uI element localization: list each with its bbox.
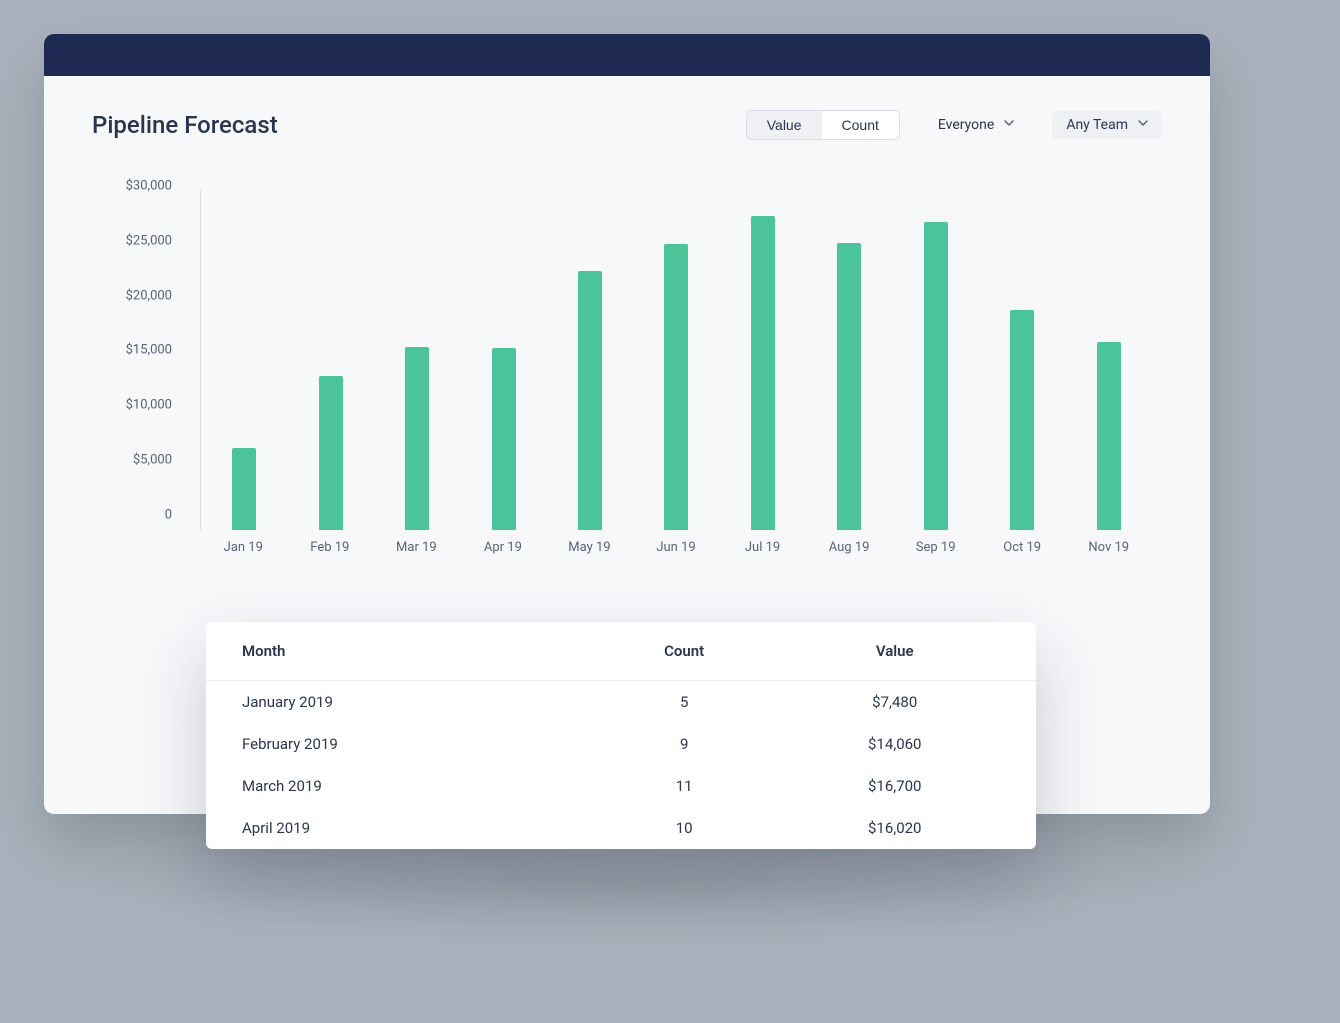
x-tick-label: Sep 19 <box>892 530 979 555</box>
y-tick-label: $5,000 <box>133 453 172 468</box>
bar-slot <box>1066 190 1152 530</box>
chevron-down-icon <box>1138 120 1148 130</box>
chart-bar[interactable] <box>664 244 688 530</box>
cell-month: March 2019 <box>242 777 579 795</box>
cell-value: $16,020 <box>789 819 1000 837</box>
people-filter-label: Everyone <box>938 117 994 133</box>
x-tick-label: Feb 19 <box>287 530 374 555</box>
cell-count: 5 <box>579 693 790 711</box>
toggle-value-button[interactable]: Value <box>747 111 822 139</box>
value-count-toggle: Value Count <box>746 110 900 140</box>
y-tick-label: $25,000 <box>126 233 172 248</box>
bar-slot <box>806 190 892 530</box>
chart-bar[interactable] <box>1010 310 1034 530</box>
bar-slot <box>633 190 719 530</box>
bar-slot <box>201 190 287 530</box>
table-col-value-header: Value <box>789 642 1000 660</box>
chart-bar[interactable] <box>751 216 775 530</box>
header-row: Pipeline Forecast Value Count Everyone A… <box>92 110 1162 140</box>
x-tick-label: Aug 19 <box>806 530 893 555</box>
chart-bar[interactable] <box>405 347 429 530</box>
bar-slot <box>893 190 979 530</box>
x-tick-label: Nov 19 <box>1065 530 1152 555</box>
table-header-row: Month Count Value <box>206 622 1036 681</box>
chart-x-labels: Jan 19Feb 19Mar 19Apr 19May 19Jun 19Jul … <box>200 530 1152 555</box>
cell-count: 9 <box>579 735 790 753</box>
cell-count: 11 <box>579 777 790 795</box>
chart-bar[interactable] <box>232 448 256 530</box>
team-filter-dropdown[interactable]: Any Team <box>1052 111 1162 139</box>
table-body: January 20195$7,480February 20199$14,060… <box>206 681 1036 849</box>
table-row[interactable]: March 201911$16,700 <box>206 765 1036 807</box>
bar-slot <box>374 190 460 530</box>
chart-bar[interactable] <box>492 348 516 530</box>
x-tick-label: Oct 19 <box>979 530 1066 555</box>
table-row[interactable]: April 201910$16,020 <box>206 807 1036 849</box>
chart-bar[interactable] <box>319 376 343 530</box>
chart-bar[interactable] <box>1097 342 1121 530</box>
cell-month: January 2019 <box>242 693 579 711</box>
header-controls: Value Count Everyone Any Team <box>746 110 1162 140</box>
cell-count: 10 <box>579 819 790 837</box>
bar-slot <box>287 190 373 530</box>
x-tick-label: Mar 19 <box>373 530 460 555</box>
chart-bar[interactable] <box>578 271 602 530</box>
chart-bar[interactable] <box>924 222 948 530</box>
window-top-bar <box>44 34 1210 76</box>
y-tick-label: $30,000 <box>126 178 172 193</box>
team-filter-label: Any Team <box>1066 117 1128 133</box>
cell-value: $14,060 <box>789 735 1000 753</box>
forecast-table-card: Month Count Value January 20195$7,480Feb… <box>206 622 1036 849</box>
bar-slot <box>547 190 633 530</box>
chart-y-axis: 0$5,000$10,000$15,000$20,000$25,000$30,0… <box>102 190 184 530</box>
table-col-count-header: Count <box>579 642 790 660</box>
chart-bar[interactable] <box>837 243 861 530</box>
chart-plot-area <box>200 190 1152 530</box>
people-filter-dropdown[interactable]: Everyone <box>924 111 1028 139</box>
cell-month: April 2019 <box>242 819 579 837</box>
bar-slot <box>460 190 546 530</box>
bar-slot <box>720 190 806 530</box>
toggle-count-button[interactable]: Count <box>822 111 899 139</box>
y-tick-label: $20,000 <box>126 288 172 303</box>
y-tick-label: 0 <box>165 508 172 523</box>
page-title: Pipeline Forecast <box>92 111 278 139</box>
main-content: Pipeline Forecast Value Count Everyone A… <box>44 76 1210 560</box>
cell-value: $7,480 <box>789 693 1000 711</box>
chart-x-axis: Jan 19Feb 19Mar 19Apr 19May 19Jun 19Jul … <box>200 530 1152 560</box>
x-tick-label: Jul 19 <box>719 530 806 555</box>
table-row[interactable]: January 20195$7,480 <box>206 681 1036 723</box>
cell-value: $16,700 <box>789 777 1000 795</box>
bar-slot <box>979 190 1065 530</box>
x-tick-label: Jun 19 <box>633 530 720 555</box>
table-col-month-header: Month <box>242 642 579 660</box>
y-tick-label: $15,000 <box>126 343 172 358</box>
forecast-bar-chart: 0$5,000$10,000$15,000$20,000$25,000$30,0… <box>102 190 1152 560</box>
x-tick-label: Apr 19 <box>460 530 547 555</box>
cell-month: February 2019 <box>242 735 579 753</box>
table-row[interactable]: February 20199$14,060 <box>206 723 1036 765</box>
x-tick-label: May 19 <box>546 530 633 555</box>
x-tick-label: Jan 19 <box>200 530 287 555</box>
y-tick-label: $10,000 <box>126 398 172 413</box>
chart-bars <box>201 190 1152 530</box>
chevron-down-icon <box>1004 120 1014 130</box>
